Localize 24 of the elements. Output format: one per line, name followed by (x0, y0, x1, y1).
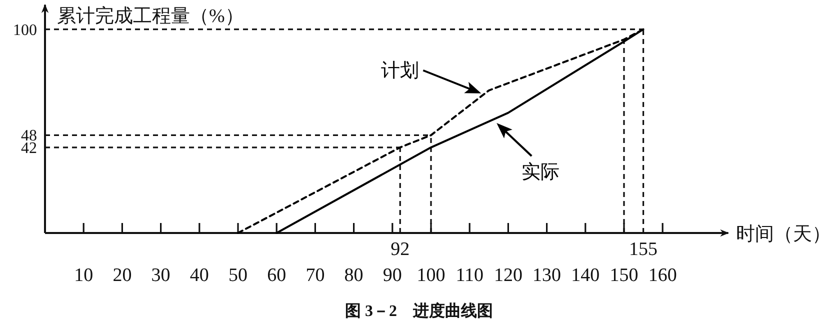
x-tick-label: 60 (267, 265, 286, 286)
x-tick-label: 120 (494, 265, 522, 286)
y-axis-title: 累计完成工程量（%） (57, 5, 244, 27)
x-tick-label: 50 (228, 265, 248, 286)
x-tick-label: 110 (456, 265, 484, 286)
x-tick-label: 40 (190, 265, 209, 286)
ref-line-label: 92 (390, 239, 410, 260)
x-tick-label: 100 (416, 265, 446, 286)
x-tick-label: 130 (532, 265, 562, 286)
x-tick-label: 80 (344, 265, 364, 286)
x-tick-label: 140 (571, 265, 600, 286)
x-tick-label: 30 (151, 265, 170, 286)
x-tick-label: 10 (74, 265, 94, 286)
legend-label: 计划 (381, 60, 420, 82)
y-tick-label: 100 (13, 22, 37, 39)
ref-line-label: 155 (629, 239, 658, 260)
x-tick-label: 160 (648, 265, 677, 286)
caption: 图 3－2 进度曲线图 (345, 301, 493, 320)
x-tick-label: 20 (112, 265, 132, 286)
x-tick-label: 90 (382, 265, 402, 286)
x-tick-label: 150 (610, 265, 638, 286)
x-axis-title: 时间（天） (736, 224, 832, 245)
x-tick-label: 70 (306, 265, 325, 286)
text: 实际 (522, 161, 560, 184)
